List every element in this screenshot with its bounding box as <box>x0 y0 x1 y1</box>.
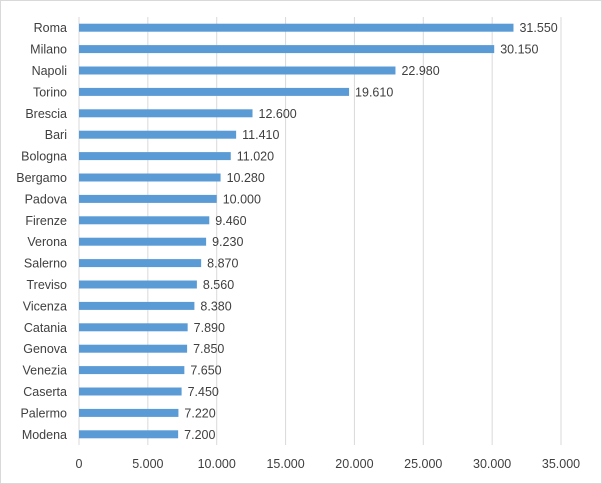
category-label: Modena <box>22 428 67 442</box>
value-label: 7.220 <box>184 406 215 420</box>
category-label: Caserta <box>23 385 67 399</box>
value-label: 11.410 <box>242 128 279 142</box>
bar-brescia <box>79 109 253 118</box>
bar-genova <box>79 344 188 353</box>
category-label: Palermo <box>20 406 67 420</box>
value-label: 9.460 <box>215 214 246 228</box>
value-labels: 31.550 30.150 22.980 19.610 12.600 11.410 11.0… <box>184 21 558 442</box>
category-label: Brescia <box>25 107 67 121</box>
bar-milano <box>79 45 495 54</box>
x-tick-label: 30.000 <box>473 457 511 471</box>
category-label: Torino <box>33 85 67 99</box>
value-label: 7.450 <box>188 385 219 399</box>
value-label: 31.550 <box>519 21 557 35</box>
bar-verona <box>79 237 207 246</box>
bar-venezia <box>79 366 185 375</box>
value-label: 9.230 <box>212 235 243 249</box>
bar-padova <box>79 194 217 203</box>
category-label: Padova <box>25 192 67 206</box>
category-label: Vicenza <box>23 299 67 313</box>
value-label: 8.380 <box>200 299 231 313</box>
category-label: Venezia <box>23 364 68 378</box>
bar-catania <box>79 323 188 332</box>
category-label: Firenze <box>25 214 67 228</box>
value-label: 8.560 <box>203 278 234 292</box>
bar-bari <box>79 130 237 139</box>
value-label: 10.000 <box>223 192 261 206</box>
bar-treviso <box>79 280 197 289</box>
value-label: 12.600 <box>259 107 297 121</box>
bar-palermo <box>79 408 179 417</box>
x-tick-label: 5.000 <box>132 457 163 471</box>
x-tick-label: 25.000 <box>404 457 442 471</box>
x-tick-label: 10.000 <box>198 457 236 471</box>
value-label: 30.150 <box>500 43 538 57</box>
bar-napoli <box>79 66 396 75</box>
value-label: 7.850 <box>193 342 224 356</box>
bars <box>79 23 514 439</box>
category-label: Bari <box>45 128 67 142</box>
value-label: 22.980 <box>401 64 439 78</box>
bar-firenze <box>79 216 210 225</box>
x-tick-label: 0 <box>76 457 83 471</box>
category-label: Napoli <box>32 64 67 78</box>
category-label: Bergamo <box>16 171 67 185</box>
x-tick-label: 35.000 <box>542 457 580 471</box>
value-label: 7.650 <box>190 364 221 378</box>
x-tick-label: 15.000 <box>266 457 304 471</box>
bar-bergamo <box>79 173 221 182</box>
value-label: 7.200 <box>184 428 215 442</box>
bar-roma <box>79 23 514 32</box>
bar-bologna <box>79 152 231 161</box>
category-label: Catania <box>24 321 67 335</box>
bar-salerno <box>79 259 202 268</box>
bar-vicenza <box>79 301 195 310</box>
category-label: Verona <box>27 235 67 249</box>
gridlines <box>78 17 562 445</box>
category-label: Treviso <box>26 278 67 292</box>
category-labels: Roma Milano Napoli Torino Brescia Bari Bologna… <box>16 21 67 442</box>
category-label: Milano <box>30 43 67 57</box>
value-label: 10.280 <box>227 171 265 185</box>
value-label: 19.610 <box>355 85 393 99</box>
category-label: Roma <box>34 21 67 35</box>
category-label: Bologna <box>21 150 67 164</box>
bar-modena <box>79 430 179 439</box>
value-label: 11.020 <box>237 150 274 164</box>
value-label: 8.870 <box>207 257 238 271</box>
category-label: Genova <box>23 342 67 356</box>
x-tick-label: 20.000 <box>335 457 373 471</box>
bar-torino <box>79 87 350 96</box>
bar-caserta <box>79 387 182 396</box>
value-label: 7.890 <box>194 321 225 335</box>
category-label: Salerno <box>24 257 67 271</box>
x-axis-tick-labels: 0 5.000 10.000 15.000 20.000 25.000 30.000 35.0… <box>76 457 581 471</box>
